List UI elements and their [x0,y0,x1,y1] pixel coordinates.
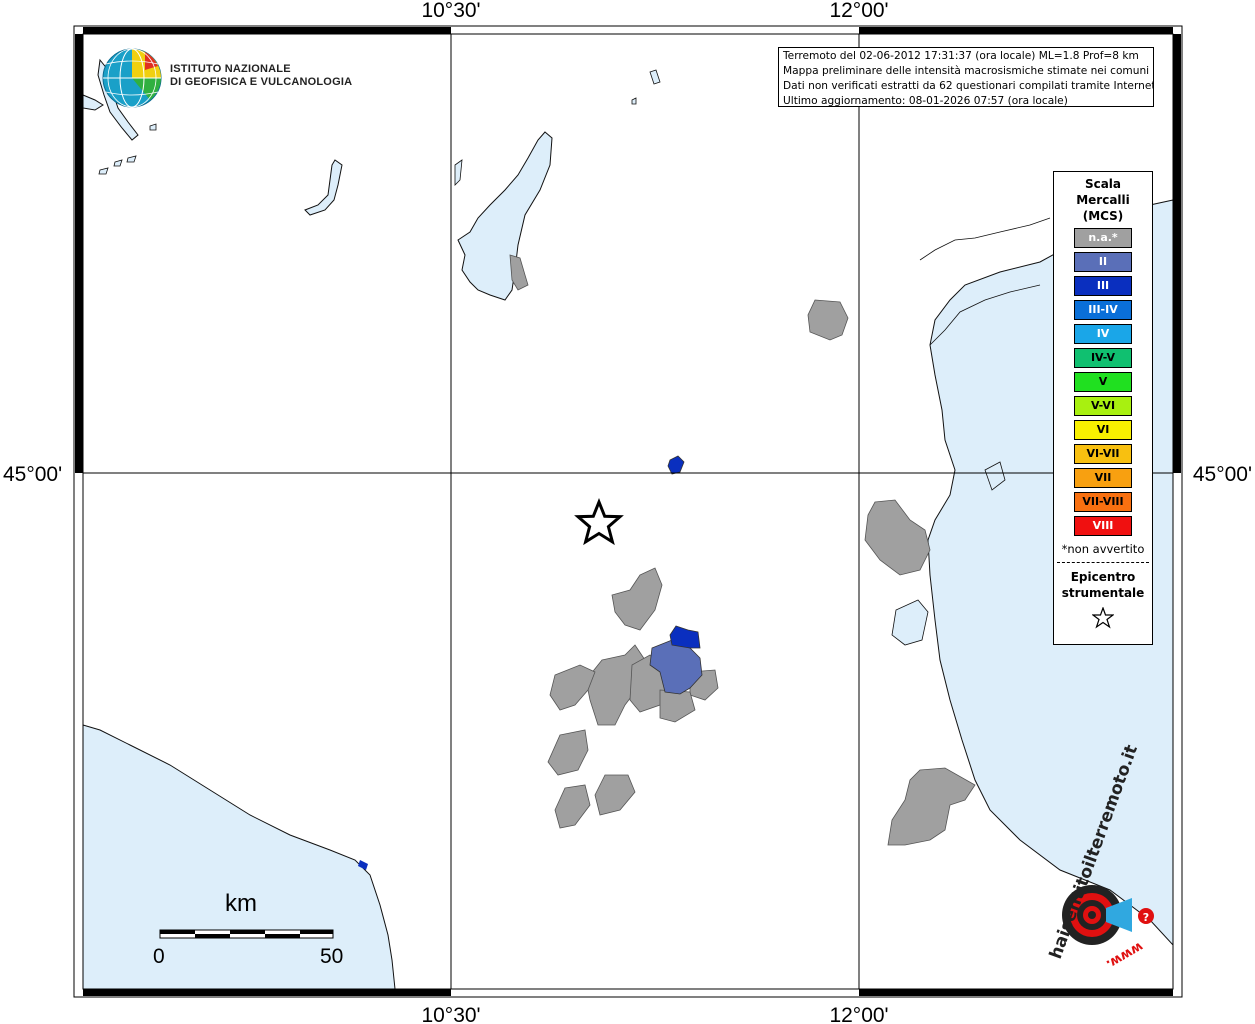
legend-item: VIII [1074,516,1132,536]
comune-na-cluster-7 [547,729,589,776]
hsit-logo-icon: ? [1062,885,1154,945]
ingv-logo-text: ISTITUTO NAZIONALE DI GEOFISICA E VULCAN… [170,63,352,89]
legend-item: VI-VII [1074,444,1132,464]
legend-items: n.a.* II III III-IV IV IV-V V V-VI VI VI-VII VII VI… [1054,228,1152,536]
legend-epicentre-1: Epicentro [1070,570,1136,584]
comune-na-southeast [887,767,976,846]
lake-iseo [304,159,343,216]
legend-title-1: Scala [1084,177,1122,191]
comune-na-cluster-9 [554,784,591,829]
comune-na-cluster-8 [594,774,636,816]
scale-unit-label: km [225,890,257,917]
info-line-4: Ultimo aggiornamento: 08-01-2026 07:57 (… [783,95,1068,107]
legend-item: II [1074,252,1132,272]
legend-title: Scala Mercalli (MCS) [1054,176,1152,224]
ingv-globe-icon [102,48,162,108]
lat-label-left: 45°00' [3,463,62,486]
comune-na-north [807,299,849,341]
scale-bar [159,929,334,939]
comune-na-cluster-6 [659,689,696,723]
event-info-box: Terremoto del 02-06-2012 17:31:37 (ora l… [778,47,1154,107]
legend-epicentre-title: Epicentro strumentale [1054,569,1152,601]
legend-item: VII-VIII [1074,492,1132,512]
legend-epicentre-2: strumentale [1061,586,1145,600]
comune-na-cluster-3 [549,664,596,711]
intensity-III-coast [358,860,368,870]
mcs-legend: Scala Mercalli (MCS) n.a.* II III III-IV IV I… [1053,171,1153,645]
legend-item: VII [1074,468,1132,488]
lon-label-top-2: 12°00' [829,0,888,22]
lat-label-right: 45°00' [1193,463,1252,486]
info-line-1: Terremoto del 02-06-2012 17:31:37 (ora l… [783,50,1139,62]
svg-text:?: ? [1143,911,1149,924]
legend-item: VI [1074,420,1132,440]
ingv-line-1: ISTITUTO NAZIONALE [170,63,291,75]
comune-na-cluster-2 [585,644,646,726]
legend-item: III [1074,276,1132,296]
legend-item: V [1074,372,1132,392]
legend-divider [1057,562,1149,563]
info-line-2: Mappa preliminare delle intensità macros… [783,65,1150,77]
lon-label-bottom-2: 12°00' [829,1004,888,1024]
legend-star-icon [1054,606,1152,633]
comune-intensity-III [669,625,701,649]
epicentre-star [574,497,624,546]
legend-item: n.a.* [1074,228,1132,248]
legend-item: III-IV [1074,300,1132,320]
comune-na-cluster-1 [611,567,663,631]
legend-title-2: Mercalli [1076,193,1130,207]
ligurian-sea [82,724,396,990]
legend-item: V-VI [1074,396,1132,416]
lake-garda [457,131,553,301]
scale-min-label: 0 [153,945,165,968]
comune-intensity-III-north [667,455,685,475]
scale-max-label: 50 [320,945,344,968]
info-line-3: Dati non verificati estratti da 62 quest… [783,80,1154,92]
ingv-line-2: DI GEOFISICA E VULCANOLOGIA [170,76,353,88]
comune-na-east-1 [864,499,931,576]
lon-label-top-1: 10°30' [421,0,480,22]
lon-label-bottom-1: 10°30' [421,1004,480,1024]
legend-item: IV [1074,324,1132,344]
legend-title-3: (MCS) [1082,209,1124,223]
legend-item: IV-V [1074,348,1132,368]
legend-note: *non avvertito [1061,542,1145,556]
